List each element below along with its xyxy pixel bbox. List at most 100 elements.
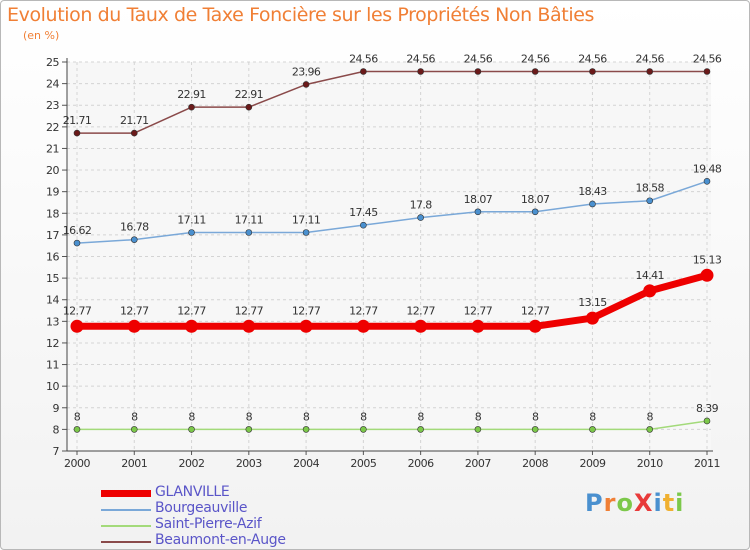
- data-label: 18.07: [464, 193, 493, 206]
- data-label: 18.07: [521, 193, 550, 206]
- legend-swatch: [101, 509, 151, 511]
- data-point: [471, 319, 485, 333]
- y-tick-label: 13: [46, 315, 59, 328]
- logo-letter: r: [603, 489, 617, 517]
- data-point: [474, 426, 482, 433]
- data-point: [589, 68, 596, 75]
- data-label: 13.15: [578, 296, 607, 309]
- y-tick-label: 15: [46, 272, 59, 285]
- data-label: 17.11: [235, 214, 264, 227]
- x-tick-label: 2004: [293, 457, 319, 470]
- data-point: [585, 311, 599, 325]
- data-label: 12.77: [120, 304, 149, 317]
- data-label: 12.77: [349, 304, 378, 317]
- chart-title: Evolution du Taux de Taxe Foncière sur l…: [7, 4, 595, 26]
- data-point: [188, 229, 195, 236]
- logo-letter: i: [675, 489, 685, 517]
- data-point: [531, 68, 539, 75]
- data-point: [360, 426, 367, 433]
- data-label: 16.78: [120, 221, 149, 234]
- data-label: 24.56: [349, 53, 378, 66]
- data-point: [245, 426, 253, 433]
- data-point: [188, 103, 195, 111]
- x-tick-label: 2006: [408, 457, 434, 470]
- y-tick-label: 11: [46, 359, 59, 372]
- x-tick-label: 2007: [465, 457, 491, 470]
- data-label: 8: [246, 410, 253, 423]
- logo-letter: t: [662, 489, 676, 517]
- y-tick-label: 22: [46, 121, 59, 134]
- legend-swatch: [101, 490, 151, 497]
- data-point: [703, 68, 711, 75]
- data-label: 18.43: [578, 185, 607, 198]
- data-point: [299, 319, 313, 333]
- data-point: [589, 200, 596, 208]
- data-label: 19.48: [693, 162, 722, 175]
- data-label: 8: [475, 410, 482, 423]
- x-tick-label: 2005: [350, 457, 376, 470]
- legend-swatch: [101, 525, 151, 527]
- series-line-saint-pierre-azif: [76, 420, 708, 431]
- logo-letter: P: [585, 489, 604, 517]
- data-label: 24.56: [406, 53, 435, 66]
- x-tick-label: 2003: [236, 457, 262, 470]
- data-point: [531, 208, 539, 216]
- data-point: [360, 221, 367, 229]
- x-tick-label: 2001: [121, 457, 147, 470]
- x-tick-label: 2000: [64, 457, 90, 470]
- data-label: 8: [74, 410, 81, 423]
- data-point: [417, 68, 424, 75]
- data-label: 12.77: [292, 304, 321, 317]
- data-point: [417, 214, 424, 221]
- data-point: [73, 129, 81, 137]
- legend-label: Bourgeauville: [155, 500, 248, 516]
- data-point: [474, 68, 482, 75]
- data-label: 14.41: [635, 269, 664, 282]
- data-point: [531, 426, 539, 433]
- data-point: [242, 319, 256, 333]
- y-tick-label: 19: [46, 186, 59, 199]
- data-label: 12.77: [63, 304, 92, 317]
- y-tick-label: 7: [53, 445, 60, 458]
- legend-label: Beaumont-en-Auge: [155, 532, 286, 548]
- data-label: 17.45: [349, 206, 378, 219]
- x-tick-label: 2011: [694, 457, 720, 470]
- data-label: 17.8: [410, 199, 433, 212]
- data-label: 17.11: [292, 214, 321, 227]
- data-point: [703, 417, 711, 425]
- data-label: 21.71: [63, 114, 92, 127]
- x-tick-label: 2008: [522, 457, 548, 470]
- data-label: 16.62: [63, 224, 92, 237]
- data-label: 8: [417, 410, 424, 423]
- data-label: 24.56: [464, 53, 493, 66]
- series-line-beaumont-en-auge: [76, 70, 708, 134]
- y-tick-label: 12: [46, 337, 59, 350]
- data-point: [302, 81, 310, 88]
- legend-label: GLANVILLE: [155, 484, 230, 500]
- series-line-bourgeauville: [76, 180, 708, 244]
- data-label: 15.13: [693, 253, 722, 266]
- x-tick-label: 2002: [179, 457, 205, 470]
- y-tick-label: 18: [46, 207, 59, 220]
- data-label: 8: [303, 410, 310, 423]
- data-label: 24.56: [578, 53, 607, 66]
- data-point: [360, 68, 367, 75]
- data-point: [130, 236, 138, 243]
- data-point: [73, 426, 81, 433]
- y-tick-label: 21: [46, 142, 59, 155]
- data-point: [185, 319, 199, 333]
- y-axis-label: (en %): [23, 29, 60, 42]
- y-tick-label: 24: [46, 78, 59, 91]
- data-point: [646, 68, 654, 75]
- data-label: 22.91: [235, 88, 264, 101]
- logo-letter: X: [633, 489, 654, 517]
- data-point: [73, 239, 81, 247]
- data-label: 24.56: [693, 53, 722, 66]
- data-point: [643, 284, 657, 298]
- data-point: [188, 426, 195, 433]
- data-point: [302, 229, 310, 236]
- data-point: [646, 197, 654, 205]
- data-point: [356, 319, 370, 333]
